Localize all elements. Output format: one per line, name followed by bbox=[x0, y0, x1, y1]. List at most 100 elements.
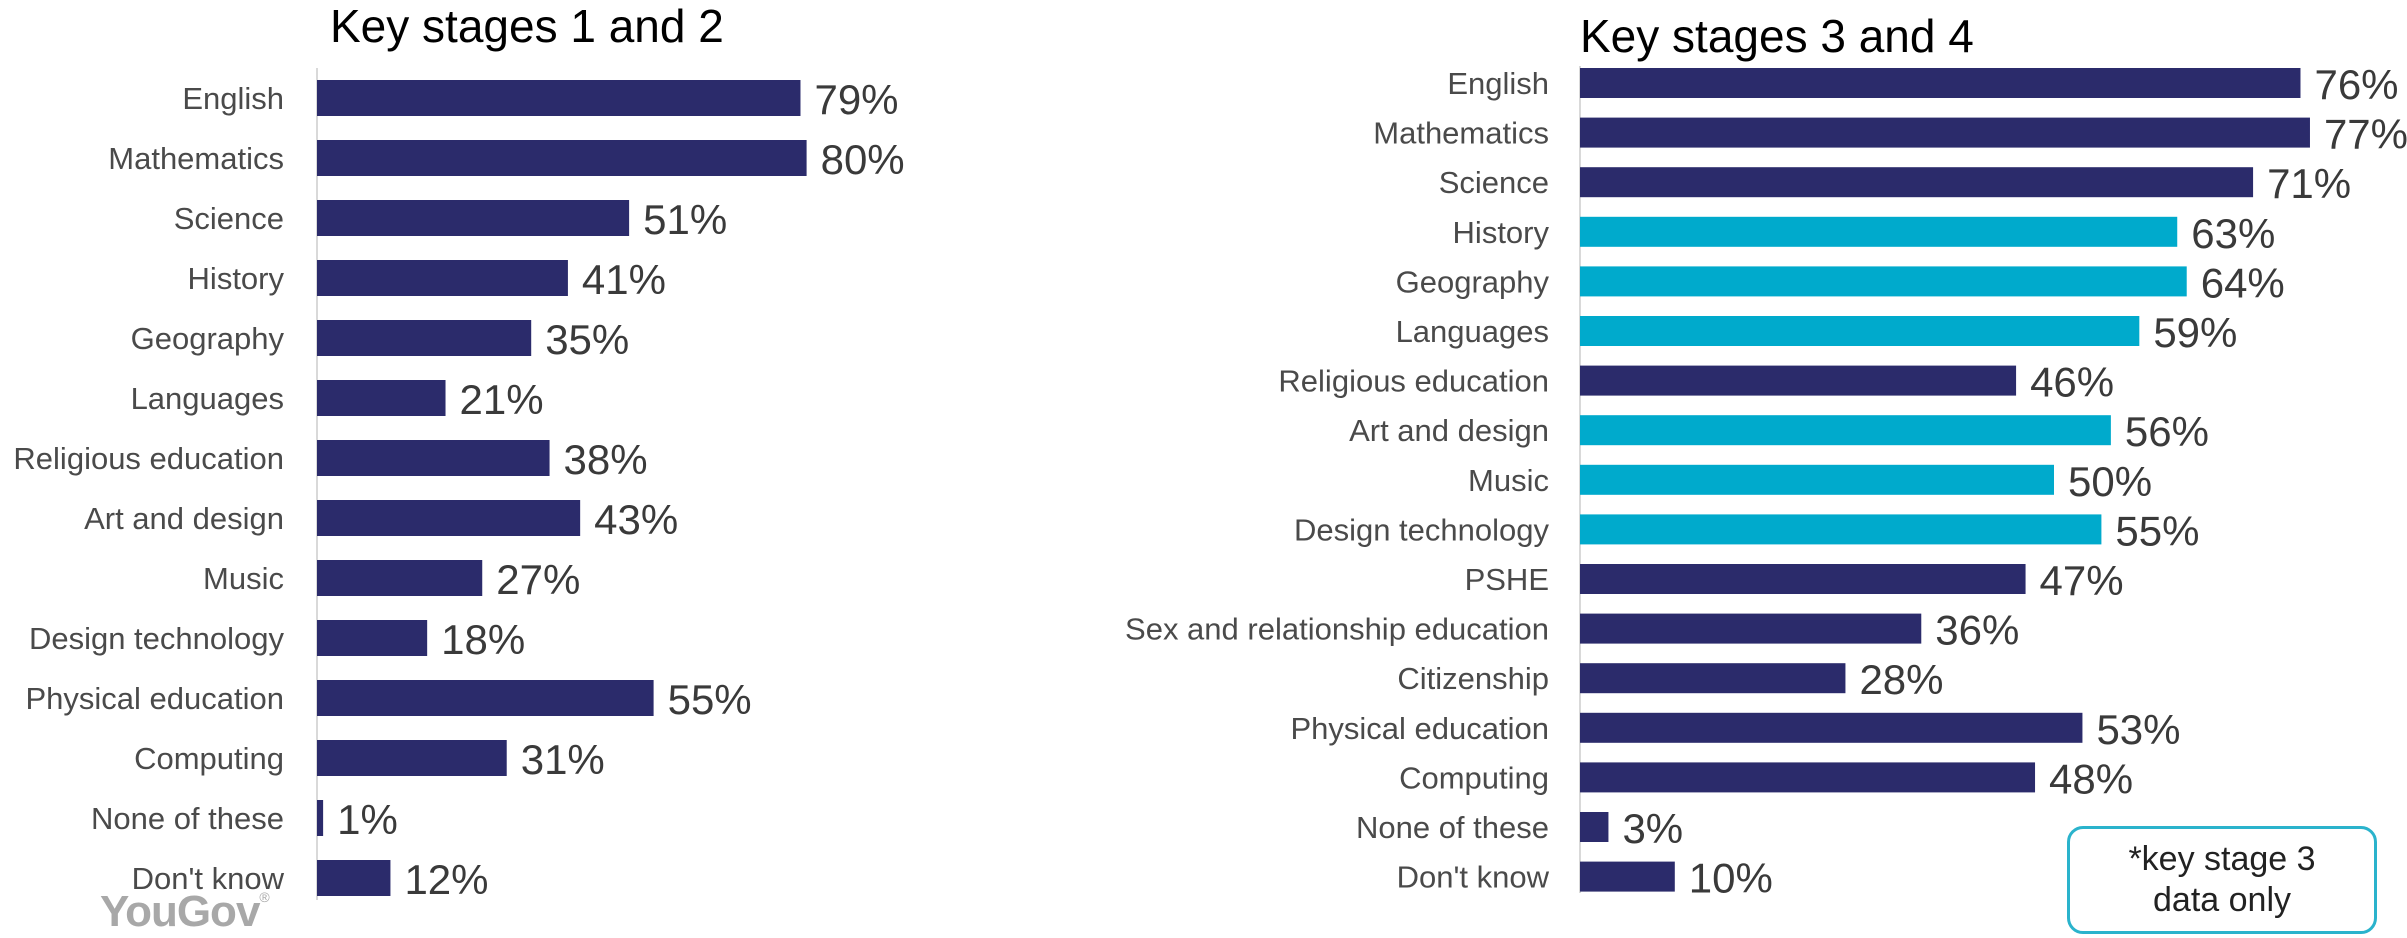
ks34-bar bbox=[1580, 861, 1675, 892]
ks34-bar bbox=[1580, 216, 2178, 247]
ks12-bar bbox=[317, 80, 801, 116]
ks34-value-label: 46% bbox=[2030, 359, 2114, 406]
ks34-category-label: Don't know bbox=[1397, 860, 1550, 895]
ks34-value-label: 64% bbox=[2201, 259, 2285, 306]
ks34-value-label: 47% bbox=[2040, 557, 2124, 604]
ks34-bar bbox=[1580, 316, 2140, 346]
ks12-value-label: 1% bbox=[337, 796, 398, 843]
ks34-category-label: Art and design bbox=[1349, 413, 1549, 448]
ks12-category-label: English bbox=[182, 81, 284, 116]
ks12-category-label: Music bbox=[203, 561, 284, 596]
ks12-chart-title: Key stages 1 and 2 bbox=[330, 0, 724, 52]
ks12-value-label: 18% bbox=[441, 616, 525, 663]
ks12-category-label: Physical education bbox=[26, 681, 285, 716]
ks34-category-label: None of these bbox=[1356, 810, 1549, 845]
ks12-value-label: 31% bbox=[521, 736, 605, 783]
ks12-category-label: History bbox=[188, 261, 285, 296]
ks34-category-label: Religious education bbox=[1278, 364, 1549, 399]
ks12-value-label: 12% bbox=[404, 856, 488, 903]
logo-text: YouGov bbox=[100, 887, 260, 936]
ks34-category-label: Physical education bbox=[1291, 711, 1550, 746]
ks34-bar bbox=[1580, 415, 2111, 446]
ks34-category-label: Citizenship bbox=[1397, 661, 1549, 696]
ks34-bar bbox=[1580, 68, 2301, 98]
logo-mark: ® bbox=[259, 889, 269, 905]
ks12-category-label: Languages bbox=[131, 381, 284, 416]
ks34-category-label: Science bbox=[1439, 165, 1549, 200]
ks34-bar bbox=[1580, 812, 1609, 842]
ks12-bar bbox=[317, 200, 630, 236]
note-line-2: data only bbox=[2153, 881, 2291, 919]
ks12-value-label: 21% bbox=[460, 376, 544, 423]
ks34-value-label: 3% bbox=[1622, 805, 1683, 852]
note-line-1: *key stage 3 bbox=[2128, 840, 2316, 879]
ks12-category-label: Religious education bbox=[13, 441, 284, 476]
ks34-category-label: English bbox=[1447, 66, 1549, 101]
ks34-value-label: 59% bbox=[2153, 309, 2237, 356]
ks34-category-label: PSHE bbox=[1465, 562, 1549, 597]
ks12-value-label: 27% bbox=[496, 556, 580, 603]
ks12-value-label: 35% bbox=[545, 316, 629, 363]
ks12-value-label: 55% bbox=[668, 676, 752, 723]
ks34-chart-title: Key stages 3 and 4 bbox=[1580, 10, 1974, 62]
ks34-value-label: 71% bbox=[2267, 160, 2351, 207]
ks34-value-label: 76% bbox=[2314, 61, 2398, 108]
ks12-value-label: 51% bbox=[643, 196, 727, 243]
ks34-bar bbox=[1580, 117, 2310, 148]
ks12-bar bbox=[317, 620, 428, 656]
ks34-category-label: Languages bbox=[1396, 314, 1549, 349]
ks34-category-label: Design technology bbox=[1294, 512, 1550, 547]
ks34-value-label: 50% bbox=[2068, 458, 2152, 505]
ks12-category-label: Geography bbox=[131, 321, 285, 356]
ks12-category-label: Art and design bbox=[84, 501, 284, 536]
ks12-value-label: 80% bbox=[821, 136, 905, 183]
ks12-category-label: Don't know bbox=[132, 861, 285, 896]
ks34-value-label: 55% bbox=[2115, 507, 2199, 554]
ks34-value-label: 28% bbox=[1859, 656, 1943, 703]
ks34-value-label: 53% bbox=[2096, 706, 2180, 753]
ks34-category-label: Geography bbox=[1396, 264, 1550, 299]
ks34-category-label: Computing bbox=[1399, 760, 1549, 795]
ks12-value-label: 43% bbox=[594, 496, 678, 543]
ks12-category-label: Science bbox=[174, 201, 284, 236]
ks12-value-label: 79% bbox=[814, 76, 898, 123]
ks34-bar bbox=[1580, 365, 2017, 396]
ks34-category-label: Mathematics bbox=[1373, 116, 1549, 151]
ks34-category-label: Music bbox=[1468, 463, 1549, 498]
ks34-value-label: 56% bbox=[2125, 408, 2209, 455]
ks12-value-label: 38% bbox=[564, 436, 648, 483]
ks12-bar bbox=[317, 320, 532, 356]
ks12-bar bbox=[317, 440, 550, 476]
ks34-bar bbox=[1580, 712, 2083, 743]
ks12-bar bbox=[317, 560, 483, 596]
ks34-bar bbox=[1580, 564, 2026, 594]
ks12-bar bbox=[317, 740, 507, 776]
ks12-category-label: Mathematics bbox=[108, 141, 284, 176]
ks34-bar bbox=[1580, 266, 2187, 297]
ks12-chart: Key stages 1 and 2 English 79% Mathematics 8… bbox=[13, 0, 904, 903]
ks34-category-label: Sex and relationship education bbox=[1125, 612, 1549, 647]
ks12-category-label: None of these bbox=[91, 801, 284, 836]
ks12-bar bbox=[317, 800, 324, 836]
ks34-category-label: History bbox=[1453, 215, 1550, 250]
ks34-bar bbox=[1580, 514, 2102, 545]
ks34-value-label: 63% bbox=[2191, 210, 2275, 257]
ks34-bar bbox=[1580, 663, 1846, 694]
ks34-bar bbox=[1580, 464, 2054, 495]
ks12-bar bbox=[317, 260, 568, 296]
ks12-value-label: 41% bbox=[582, 256, 666, 303]
ks12-category-label: Design technology bbox=[29, 621, 285, 656]
ks34-bar bbox=[1580, 762, 2036, 793]
ks12-bar bbox=[317, 680, 654, 716]
ks34-bar bbox=[1580, 613, 1922, 644]
ks12-bar bbox=[317, 140, 807, 176]
ks12-bar bbox=[317, 500, 581, 536]
ks34-value-label: 36% bbox=[1935, 607, 2019, 654]
yougov-logo: YouGov® bbox=[100, 887, 270, 936]
ks34-value-label: 10% bbox=[1689, 855, 1773, 902]
ks34-chart: Key stages 3 and 4 English 76% Mathematics 7… bbox=[1125, 10, 2407, 902]
ks34-value-label: 48% bbox=[2049, 755, 2133, 802]
note-box: *key stage 3 data only bbox=[2067, 826, 2377, 934]
